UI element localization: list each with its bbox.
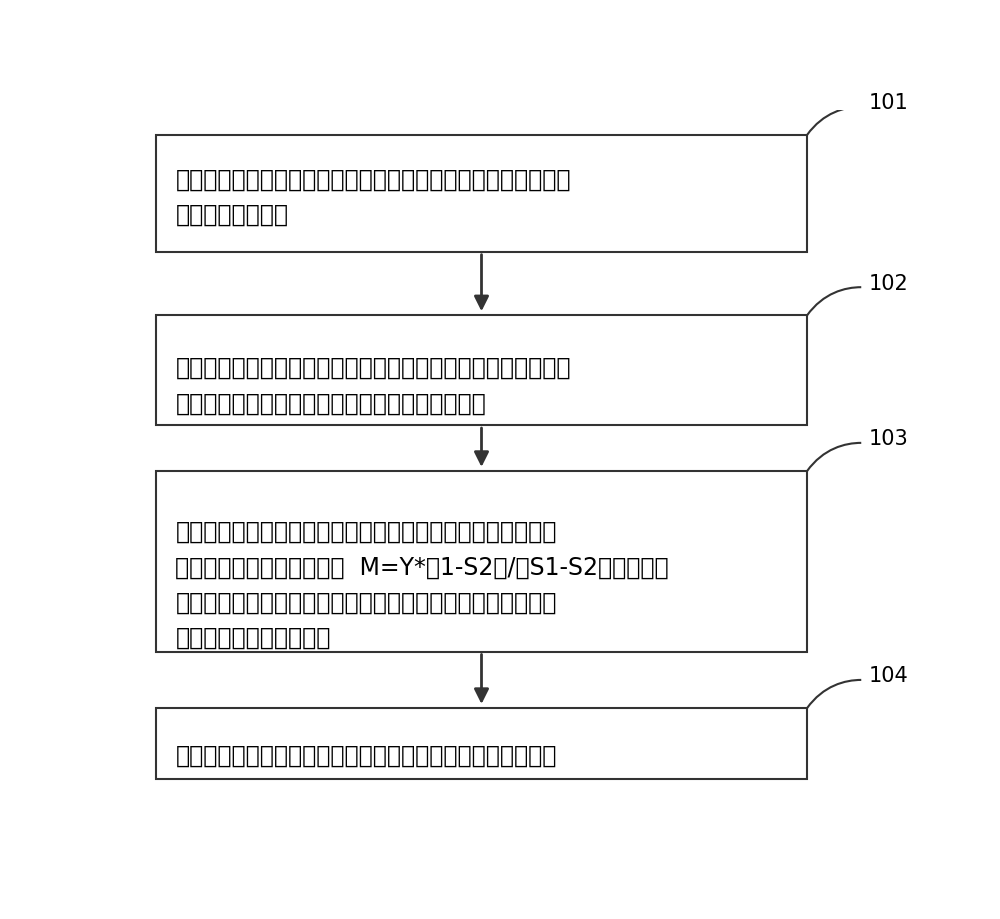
Text: 获得干燥前烟丝含水率实测值、干燥加工强度设计值和干燥后烟
丝含水率设计值；: 获得干燥前烟丝含水率实测值、干燥加工强度设计值和干燥后烟 丝含水率设计值； xyxy=(175,168,571,227)
Text: 103: 103 xyxy=(869,429,909,449)
Bar xyxy=(156,135,807,252)
Text: 101: 101 xyxy=(869,93,909,113)
Text: 将干燥前烟丝含水率实测值、烟丝干燥失水量设计值和干燥后
烟丝含水率设计值代入公式  M=Y*（1-S2）/（S1-S2）中计算，
得到烟丝干燥进料量预测值，根据: 将干燥前烟丝含水率实测值、烟丝干燥失水量设计值和干燥后 烟丝含水率设计值代入公式… xyxy=(175,520,669,650)
Text: 根据干燥加工强度设计值从干燥加工强度值与烟丝干燥失水量的
对应关系表中查表，得出烟丝干燥失水量设计值；: 根据干燥加工强度设计值从干燥加工强度值与烟丝干燥失水量的 对应关系表中查表，得出… xyxy=(175,356,571,415)
Text: 102: 102 xyxy=(869,274,909,294)
Text: 按照烟丝干燥进料流量预测值及干燥时间设计值对烟丝干燥。: 按照烟丝干燥进料流量预测值及干燥时间设计值对烟丝干燥。 xyxy=(175,743,557,767)
Bar xyxy=(156,709,807,779)
Bar xyxy=(156,315,807,425)
Bar xyxy=(156,471,807,652)
Text: 104: 104 xyxy=(869,666,909,686)
